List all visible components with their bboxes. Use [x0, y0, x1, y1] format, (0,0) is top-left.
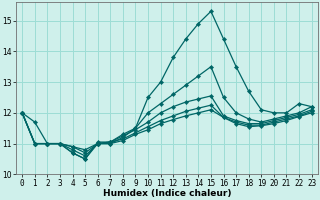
X-axis label: Humidex (Indice chaleur): Humidex (Indice chaleur): [103, 189, 231, 198]
